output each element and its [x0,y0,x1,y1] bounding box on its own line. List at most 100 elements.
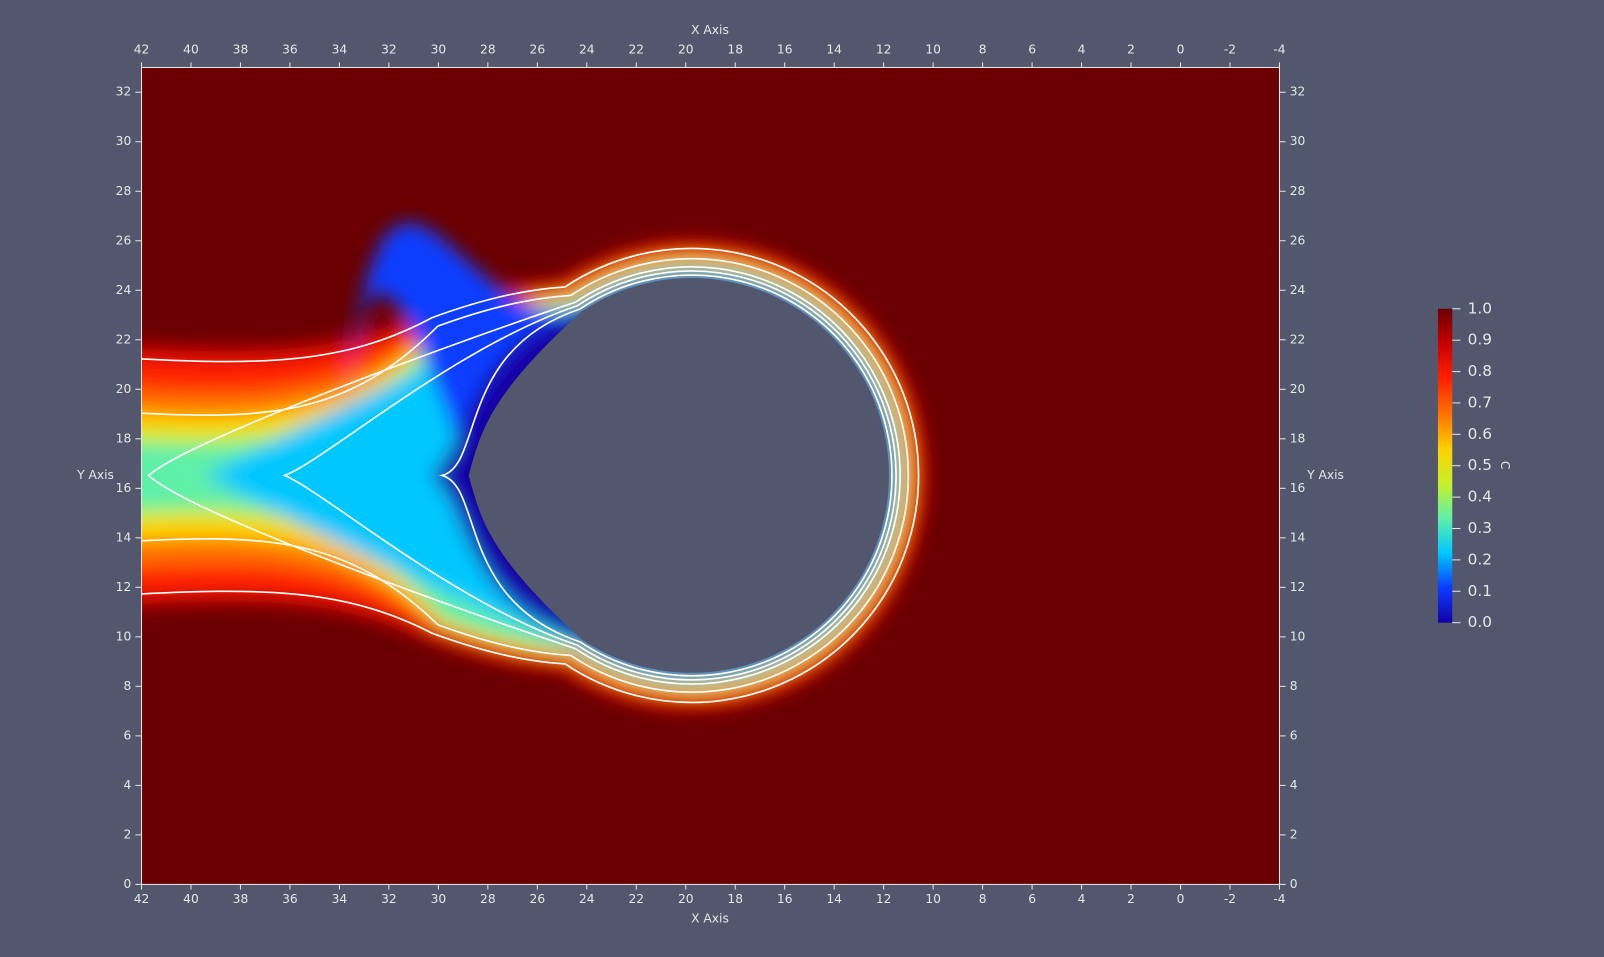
x-tick-label-bottom: 0 [1177,892,1185,906]
y-tick-label-right: 26 [1290,233,1306,247]
x-tick-label-bottom: 26 [530,892,546,906]
x-tick-label-bottom: 28 [480,892,496,906]
y-tick-label-left: 16 [116,481,132,495]
y-tick-label-right: 12 [1290,580,1306,594]
y-tick-label-left: 8 [123,679,131,693]
y-tick-label-right: 24 [1290,283,1306,297]
y-tick-label-left: 14 [116,530,132,544]
colorbar-tick-label: 0.2 [1468,550,1492,568]
x-tick-label-bottom: 4 [1078,892,1086,906]
colorbar-tick-label: 0.7 [1468,393,1492,411]
x-tick-label-top: 38 [233,43,249,57]
x-tick-label-top: 32 [381,43,397,57]
colorbar-title: C [1498,461,1512,470]
contour-line [147,266,901,685]
y-tick-label-right: 4 [1290,778,1298,792]
x-tick-label-top: 12 [876,43,892,57]
y-tick-label-left: 26 [116,233,132,247]
x-tick-label-top: 22 [628,43,644,57]
x-tick-label-bottom: 20 [678,892,694,906]
x-tick-label-top: 40 [183,43,199,57]
x-tick-label-bottom: 38 [233,892,249,906]
x-axis-title-top: X Axis [691,23,729,37]
colorbar-tick-label: 0.8 [1468,362,1492,380]
y-tick-label-right: 16 [1290,481,1306,495]
x-tick-label-top: 4 [1078,43,1086,57]
y-tick-label-left: 18 [116,431,132,445]
x-tick-label-bottom: -4 [1273,892,1285,906]
y-tick-label-left: 10 [116,629,132,643]
y-tick-label-right: 30 [1290,134,1306,148]
y-tick-label-left: 20 [116,382,132,396]
y-tick-label-left: 28 [116,184,132,198]
contour-line [282,270,897,681]
x-tick-label-top: 30 [431,43,447,57]
colorbar-tick-label: 0.9 [1468,331,1492,349]
x-tick-label-bottom: 30 [431,892,447,906]
y-tick-label-right: 28 [1290,184,1306,198]
y-tick-label-right: 2 [1290,827,1298,841]
y-tick-label-left: 32 [116,85,132,99]
x-tick-label-top: 20 [678,43,694,57]
colorbar-tick-label: 0.1 [1468,582,1492,600]
y-tick-label-right: 10 [1290,629,1306,643]
y-tick-label-left: 12 [116,580,132,594]
y-tick-label-right: 32 [1290,85,1306,99]
y-tick-label-right: 6 [1290,728,1298,742]
x-tick-label-bottom: 32 [381,892,397,906]
x-tick-label-bottom: 40 [183,892,199,906]
y-tick-label-right: 22 [1290,332,1306,346]
obstacle [468,278,889,673]
colorbar-tick-label: 1.0 [1468,299,1492,317]
y-tick-label-right: 20 [1290,382,1306,396]
x-axis-title-bottom: X Axis [691,912,729,926]
x-tick-label-top: -2 [1224,43,1236,57]
contour-line [141,247,920,704]
x-tick-label-bottom: 2 [1127,892,1135,906]
x-tick-label-top: 6 [1028,43,1036,57]
x-tick-label-bottom: 12 [876,892,892,906]
y-tick-label-left: 22 [116,332,132,346]
colorbar-tick-label: 0.3 [1468,519,1492,537]
y-tick-label-left: 2 [123,827,131,841]
x-tick-label-top: 10 [925,43,941,57]
y-tick-label-left: 24 [116,283,132,297]
x-tick-label-bottom: 10 [925,892,941,906]
colorbar [1437,308,1453,623]
x-tick-label-top: -4 [1273,43,1285,57]
y-tick-label-left: 4 [123,778,131,792]
x-tick-label-bottom: 24 [579,892,595,906]
contour-line [438,274,893,677]
y-tick-label-right: 8 [1290,679,1298,693]
x-tick-label-bottom: 42 [134,892,150,906]
x-tick-label-bottom: 14 [826,892,842,906]
x-tick-label-bottom: 16 [777,892,793,906]
x-tick-label-top: 26 [530,43,546,57]
y-tick-label-right: 18 [1290,431,1306,445]
x-tick-label-bottom: 8 [979,892,987,906]
y-tick-label-left: 0 [123,877,131,891]
x-tick-label-top: 36 [282,43,298,57]
x-tick-label-bottom: -2 [1224,892,1236,906]
x-tick-label-top: 14 [826,43,842,57]
x-tick-label-top: 0 [1177,43,1185,57]
x-tick-label-top: 16 [777,43,793,57]
x-tick-label-top: 8 [979,43,987,57]
x-tick-label-top: 2 [1127,43,1135,57]
y-tick-label-left: 6 [123,728,131,742]
colorbar-tick-label: 0.0 [1468,613,1492,631]
y-tick-label-right: 14 [1290,530,1306,544]
x-tick-label-top: 42 [134,43,150,57]
colorbar-tick-label: 0.4 [1468,488,1492,506]
x-tick-label-bottom: 36 [282,892,298,906]
x-tick-label-top: 34 [332,43,348,57]
y-axis-title-right: Y Axis [1306,468,1344,482]
y-axis-title-left: Y Axis [76,468,114,482]
contour-line [141,257,910,693]
x-tick-label-bottom: 6 [1028,892,1036,906]
colorbar-tick-label: 0.6 [1468,425,1492,443]
x-tick-label-top: 18 [727,43,743,57]
x-tick-label-top: 28 [480,43,496,57]
x-tick-label-bottom: 22 [628,892,644,906]
